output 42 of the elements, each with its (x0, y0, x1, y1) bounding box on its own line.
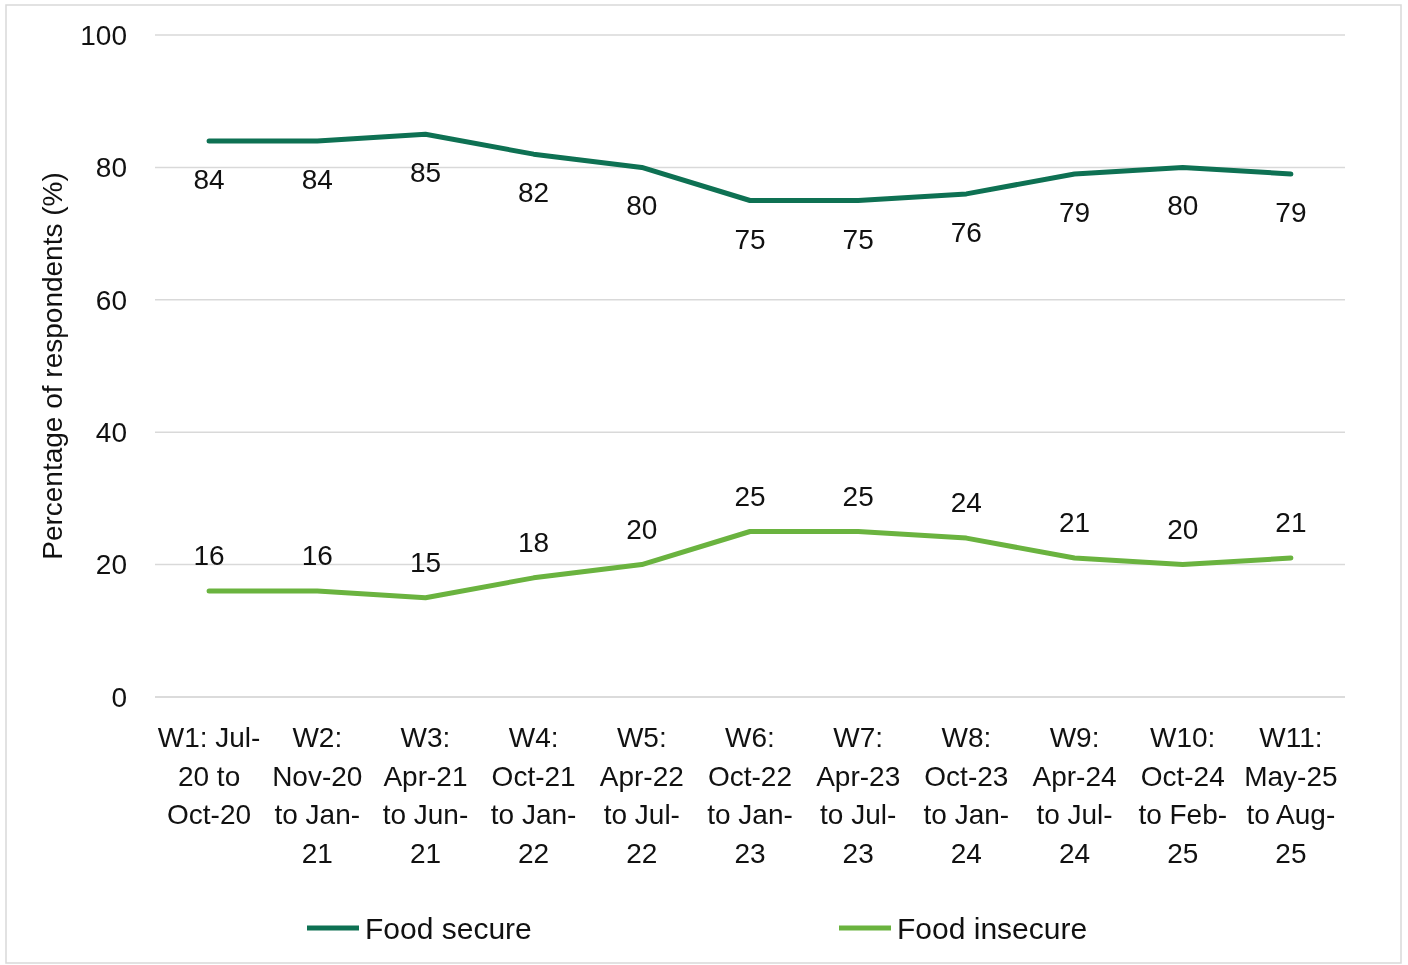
data-label: 16 (193, 540, 225, 572)
data-label: 79 (1058, 197, 1091, 229)
data-label: 75 (734, 223, 766, 255)
x-tick-label: W4: Oct-21 to Jan-22 (490, 722, 577, 869)
x-tick-label: W6: Oct-22 to Jan-23 (707, 722, 793, 869)
data-label: 16 (301, 540, 333, 572)
data-label: 76 (950, 216, 982, 248)
data-label: 84 (193, 163, 225, 195)
x-tick-label: W9: Apr-24 to Jul-24 (1032, 722, 1117, 869)
data-label: 84 (301, 163, 333, 195)
y-tick-label: 20 (95, 549, 127, 581)
x-tick-label: W3: Apr-21 to Jun-21 (382, 722, 469, 869)
x-tick-label: W5: Apr-22 to Jul-22 (599, 722, 684, 869)
y-tick-label: 40 (95, 417, 127, 448)
data-label: 20 (1167, 513, 1199, 545)
y-tick-label: 100 (80, 19, 127, 51)
x-tick-label: W11: May-25 to Aug-25 (1244, 722, 1338, 869)
legend-label: Food insecure (897, 911, 1088, 945)
x-tick-label: W7: Apr-23 to Jul-23 (816, 722, 901, 869)
data-label: 85 (409, 157, 442, 189)
y-tick-label: 0 (111, 681, 127, 713)
y-axis-title: Percentage of respondents (%) (37, 172, 68, 560)
legend-label: Food secure (365, 911, 532, 945)
x-tick-label: W1: Jul-20 to Oct-20 (157, 722, 261, 830)
y-tick-label: 80 (95, 152, 127, 184)
data-label: 24 (950, 487, 982, 519)
data-label: 18 (518, 526, 550, 558)
data-label: 79 (1275, 197, 1307, 229)
x-tick-label: W2: Nov-20 to Jan-21 (272, 722, 363, 869)
data-label: 75 (842, 223, 874, 255)
data-label: 80 (1167, 190, 1199, 222)
x-tick-label: W8: Oct-23 to Jan-24 (923, 722, 1010, 869)
data-label: 25 (842, 480, 874, 512)
data-label: 82 (518, 177, 550, 209)
data-label: 21 (1275, 506, 1307, 538)
x-tick-label: W10: Oct-24 to Feb-25 (1138, 722, 1228, 869)
y-tick-label: 60 (95, 284, 127, 316)
data-label: 21 (1058, 506, 1091, 538)
data-label: 15 (409, 546, 442, 578)
data-label: 80 (626, 190, 658, 222)
data-label: 20 (626, 513, 658, 545)
data-label: 25 (734, 480, 766, 512)
